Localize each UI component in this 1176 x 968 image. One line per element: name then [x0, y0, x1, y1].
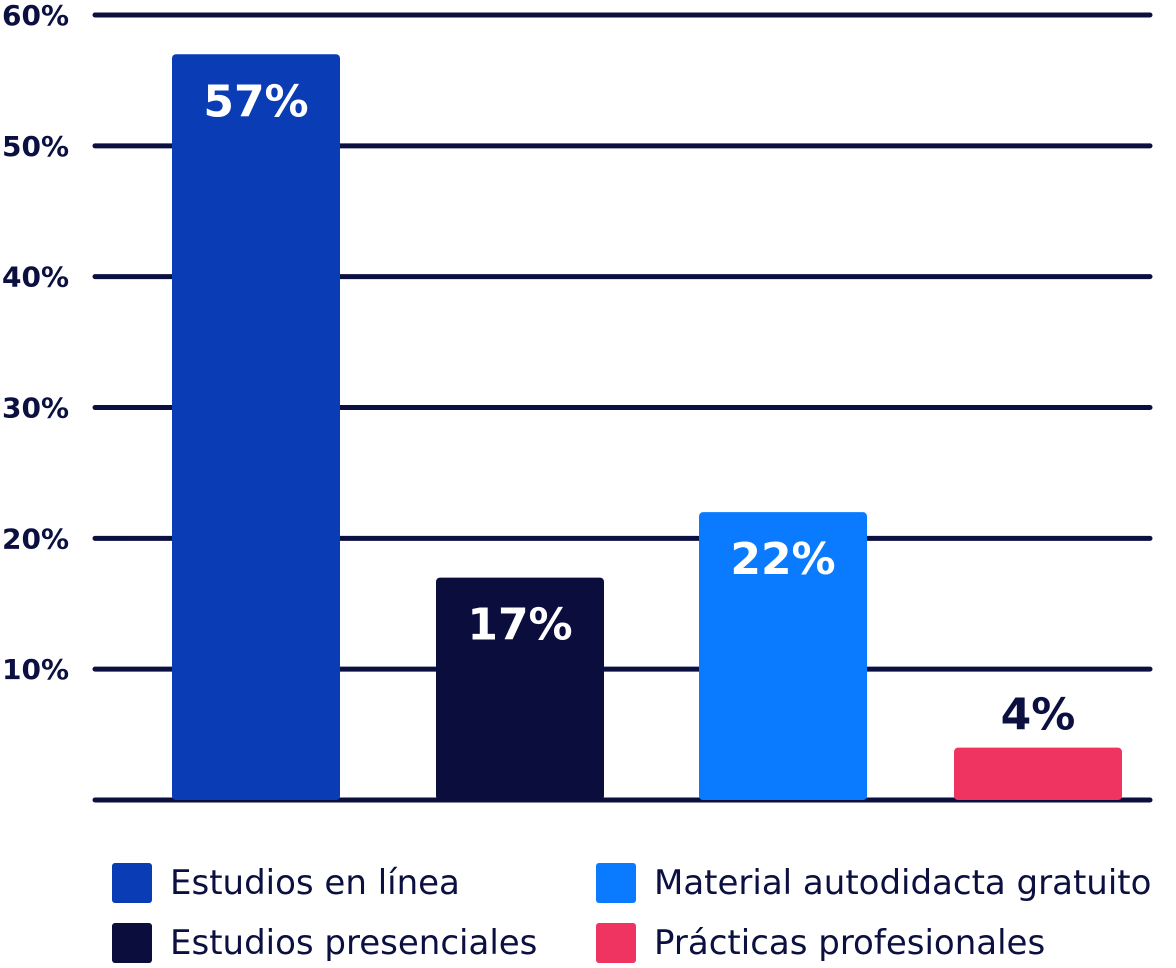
bars — [172, 54, 1122, 800]
bar-value-label: 4% — [1001, 690, 1076, 741]
bar — [954, 747, 1122, 800]
legend-label: Estudios en línea — [170, 863, 460, 903]
bar-value-label: 22% — [730, 534, 835, 585]
legend-swatch — [112, 863, 152, 903]
legend-item-estudios-en-linea: Estudios en línea — [112, 858, 460, 908]
bar-value-label: 17% — [467, 600, 572, 651]
y-tick-label: 20% — [2, 522, 69, 555]
legend-item-practicas-profesionales: Prácticas profesionales — [596, 918, 1045, 968]
bar — [699, 512, 867, 800]
legend: Estudios en línea Material autodidacta g… — [0, 850, 1176, 966]
legend-label: Prácticas profesionales — [654, 923, 1046, 963]
y-tick-label: 50% — [2, 130, 69, 163]
y-tick-label: 30% — [2, 392, 69, 425]
legend-item-material-autodidacta: Material autodidacta gratuito — [596, 858, 1151, 908]
y-tick-label: 40% — [2, 261, 69, 294]
bar — [172, 54, 340, 800]
bar-value-labels: 57% 17% 22% 4% — [203, 76, 1075, 740]
legend-label: Estudios presenciales — [170, 923, 538, 963]
legend-label: Material autodidacta gratuito — [654, 863, 1152, 903]
y-axis-tick-labels: 10% 20% 30% 40% 50% 60% — [2, 0, 69, 686]
legend-item-estudios-presenciales: Estudios presenciales — [112, 918, 537, 968]
legend-swatch — [596, 863, 636, 903]
y-tick-label: 10% — [2, 653, 69, 686]
legend-swatch — [112, 923, 152, 963]
y-tick-label: 60% — [2, 0, 69, 32]
bar-value-label: 57% — [203, 76, 308, 127]
legend-swatch — [596, 923, 636, 963]
bar — [436, 577, 604, 800]
